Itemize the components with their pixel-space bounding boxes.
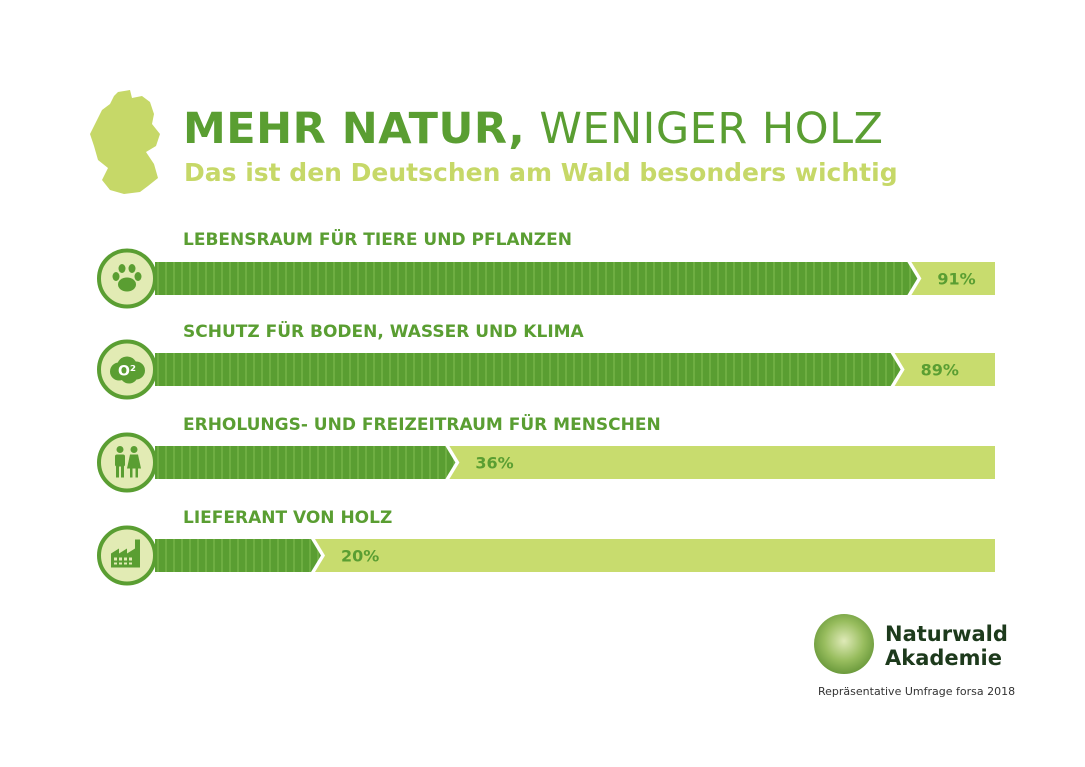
naturwald-logo-icon bbox=[814, 614, 874, 674]
germany-map-icon bbox=[90, 90, 160, 194]
logo-text: Naturwald Akademie bbox=[885, 622, 1008, 670]
value-label: 91% bbox=[937, 270, 975, 289]
value-label: 36% bbox=[475, 454, 513, 473]
o2-label: O² bbox=[118, 364, 136, 380]
title-bold: MEHR NATUR, bbox=[183, 104, 526, 154]
category-label: SCHUTZ FÜR BODEN, WASSER UND KLIMA bbox=[183, 322, 584, 342]
source-note: Repräsentative Umfrage forsa 2018 bbox=[818, 685, 1016, 698]
subtitle: Das ist den Deutschen am Wald besonders … bbox=[184, 158, 898, 187]
title-light: WENIGER HOLZ bbox=[539, 104, 884, 154]
category-label: LEBENSRAUM FÜR TIERE UND PFLANZEN bbox=[183, 230, 572, 250]
logo-line1: Naturwald bbox=[885, 622, 1008, 646]
bar-row: 20% bbox=[97, 525, 995, 586]
page-title: MEHR NATUR, WENIGER HOLZ bbox=[183, 104, 884, 154]
factory-icon bbox=[97, 525, 157, 586]
people-icon bbox=[97, 432, 157, 493]
o2-cloud-icon: O² bbox=[97, 339, 157, 400]
bar-fill bbox=[155, 539, 321, 572]
logo-line2: Akademie bbox=[885, 646, 1002, 670]
value-label: 89% bbox=[921, 361, 959, 380]
bar-row: 36% bbox=[97, 432, 995, 493]
paw-icon bbox=[97, 248, 157, 309]
category-label: ERHOLUNGS- UND FREIZEITRAUM FÜR MENSCHEN bbox=[183, 415, 661, 435]
bar-fill bbox=[155, 446, 456, 479]
bar-row: 89% O² bbox=[97, 339, 995, 400]
bar-fill bbox=[155, 262, 918, 295]
bar-row: 91% bbox=[97, 248, 995, 309]
bar-fill bbox=[155, 353, 901, 386]
value-label: 20% bbox=[341, 547, 379, 566]
category-label: LIEFERANT VON HOLZ bbox=[183, 508, 393, 528]
